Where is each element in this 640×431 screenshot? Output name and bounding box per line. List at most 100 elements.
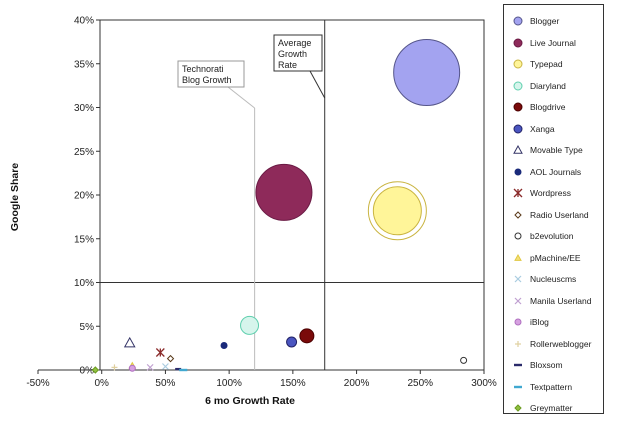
average-annotation-line-1: Average <box>278 38 311 48</box>
legend-marker-bloxsom <box>514 363 522 367</box>
legend-item-wordpress: Wordpress <box>504 183 603 203</box>
point-b2evolution <box>460 356 468 364</box>
point-radio-userland <box>166 354 175 363</box>
point-greymatter <box>91 366 100 374</box>
legend-item-b2evolution: b2evolution <box>504 226 603 246</box>
point-manila-userland <box>146 363 154 371</box>
legend-symbol-iblog <box>514 318 522 326</box>
legend-label: Manila Userland <box>530 295 592 306</box>
legend-marker-radio-userland <box>514 210 522 219</box>
legend-label: Typepad <box>530 59 563 69</box>
legend-marker-wordpress <box>513 188 523 198</box>
legend-label: Blogger <box>530 16 560 26</box>
point-xanga <box>286 336 298 348</box>
legend-symbol-wordpress <box>513 188 523 198</box>
x-tick-label: 100% <box>216 378 242 389</box>
legend-label: Nucleuscms <box>530 274 577 284</box>
legend-marker-diaryland <box>513 81 523 90</box>
point-live-journal <box>255 163 313 221</box>
point-nucleuscms <box>162 363 169 370</box>
legend-symbol-pmachine-ee <box>514 253 522 261</box>
point-bloxsom <box>175 367 182 371</box>
legend-symbol-rollerweblogger <box>515 340 521 347</box>
legend-label: b2evolution <box>530 231 574 241</box>
legend-item-textpattern: Textpattern <box>504 377 603 397</box>
legend-marker-iblog <box>514 318 522 326</box>
legend-marker-textpattern <box>514 385 522 388</box>
legend-label: pMachine/EE <box>530 252 581 263</box>
legend-marker-b2evolution <box>514 232 522 240</box>
legend-item-blogdrive: Blogdrive <box>504 97 603 117</box>
legend-label: Blogdrive <box>530 102 566 112</box>
legend-symbol-nucleuscms-stroke <box>514 275 522 283</box>
average-callout-leader <box>309 70 326 99</box>
y-tick-label: 0% <box>80 366 95 377</box>
legend-marker-rollerweblogger <box>515 340 521 347</box>
legend-item-pmachine-ee: pMachine/EE <box>504 248 603 268</box>
legend-label: Textpattern <box>530 381 573 392</box>
legend-item-movable-type: Movable Type <box>504 140 603 160</box>
x-tick-label: 0% <box>94 378 109 389</box>
legend-marker-typepad <box>513 59 523 69</box>
x-tick-label: 250% <box>407 378 433 389</box>
legend-label: AOL Journals <box>530 166 582 177</box>
x-axis-title: 6 mo Growth Rate <box>205 395 295 407</box>
legend-label: Live Journal <box>530 37 576 48</box>
legend-item-nucleuscms: Nucleuscms <box>504 269 603 289</box>
legend-symbol-b2evolution <box>514 232 522 240</box>
legend-symbol-radio-userland <box>514 210 522 219</box>
y-axis-ticks: 0% 5% 10% 15% 20% 25% 30% 35% 40% <box>74 16 100 377</box>
legend-marker-xanga <box>513 124 523 133</box>
y-tick-label: 30% <box>74 103 94 114</box>
x-axis-ticks: -50% 0% 50% 100% 150% 200% 250% 300% <box>26 369 497 389</box>
technorati-annotation-line-2: Blog Growth <box>182 75 232 85</box>
legend-marker-nucleuscms <box>514 275 522 283</box>
legend-symbol-blogdrive <box>513 102 523 112</box>
point-typepad-halo <box>367 181 427 241</box>
x-tick-label: -50% <box>26 378 49 389</box>
legend-item-iblog: iBlog <box>504 312 603 332</box>
legend-symbol-blogger <box>513 16 523 26</box>
point-typepad <box>372 186 422 236</box>
y-tick-label: 20% <box>74 191 94 202</box>
legend-label: Diaryland <box>530 80 566 91</box>
legend-symbol-diaryland <box>513 81 523 90</box>
legend-symbol-typepad <box>513 59 523 69</box>
y-tick-label: 10% <box>74 278 94 289</box>
technorati-callout-leader <box>227 86 255 109</box>
average-annotation-line-2: Growth <box>278 49 307 59</box>
legend-marker-manila-userland <box>514 297 522 304</box>
y-tick-label: 5% <box>80 322 95 333</box>
legend-symbol-textpattern <box>514 385 522 388</box>
legend-item-rollerweblogger: Rollerweblogger <box>504 334 603 354</box>
y-tick-label: 15% <box>74 234 94 245</box>
point-aol-journals <box>220 342 228 349</box>
y-tick-label: 40% <box>74 16 94 27</box>
x-tick-label: 150% <box>280 378 306 389</box>
point-rollerweblogger <box>111 364 118 371</box>
legend-label: Movable Type <box>530 145 583 155</box>
x-tick-label: 300% <box>471 378 497 389</box>
legend-label: Greymatter <box>530 403 573 413</box>
average-annotation-line-3: Rate <box>278 60 297 70</box>
point-nucleuscms-stroke <box>162 363 169 370</box>
legend-label: Bloxsom <box>530 360 563 370</box>
legend-item-radio-userland: Radio Userland <box>504 205 603 225</box>
legend-label: iBlog <box>530 317 549 327</box>
legend-symbol-nucleuscms <box>514 275 522 283</box>
legend-symbol-movable-type <box>513 144 523 154</box>
x-tick-label: 50% <box>155 378 175 389</box>
legend-label: Radio Userland <box>530 209 589 220</box>
legend-marker-blogger <box>513 16 523 26</box>
legend-item-aol-journals: AOL Journals <box>504 162 603 182</box>
legend-symbol-bloxsom <box>514 363 522 367</box>
legend-item-live-journal: Live Journal <box>504 33 603 53</box>
x-tick-label: 200% <box>344 378 370 389</box>
point-iblog <box>128 364 136 372</box>
legend-item-manila-userland: Manila Userland <box>504 291 603 311</box>
technorati-annotation: Technorati Blog Growth <box>177 60 245 88</box>
legend-item-blogger: Blogger <box>504 11 603 31</box>
point-blogger <box>393 39 461 106</box>
average-growth-annotation: Average Growth Rate <box>273 34 323 72</box>
y-tick-label: 25% <box>74 147 94 158</box>
